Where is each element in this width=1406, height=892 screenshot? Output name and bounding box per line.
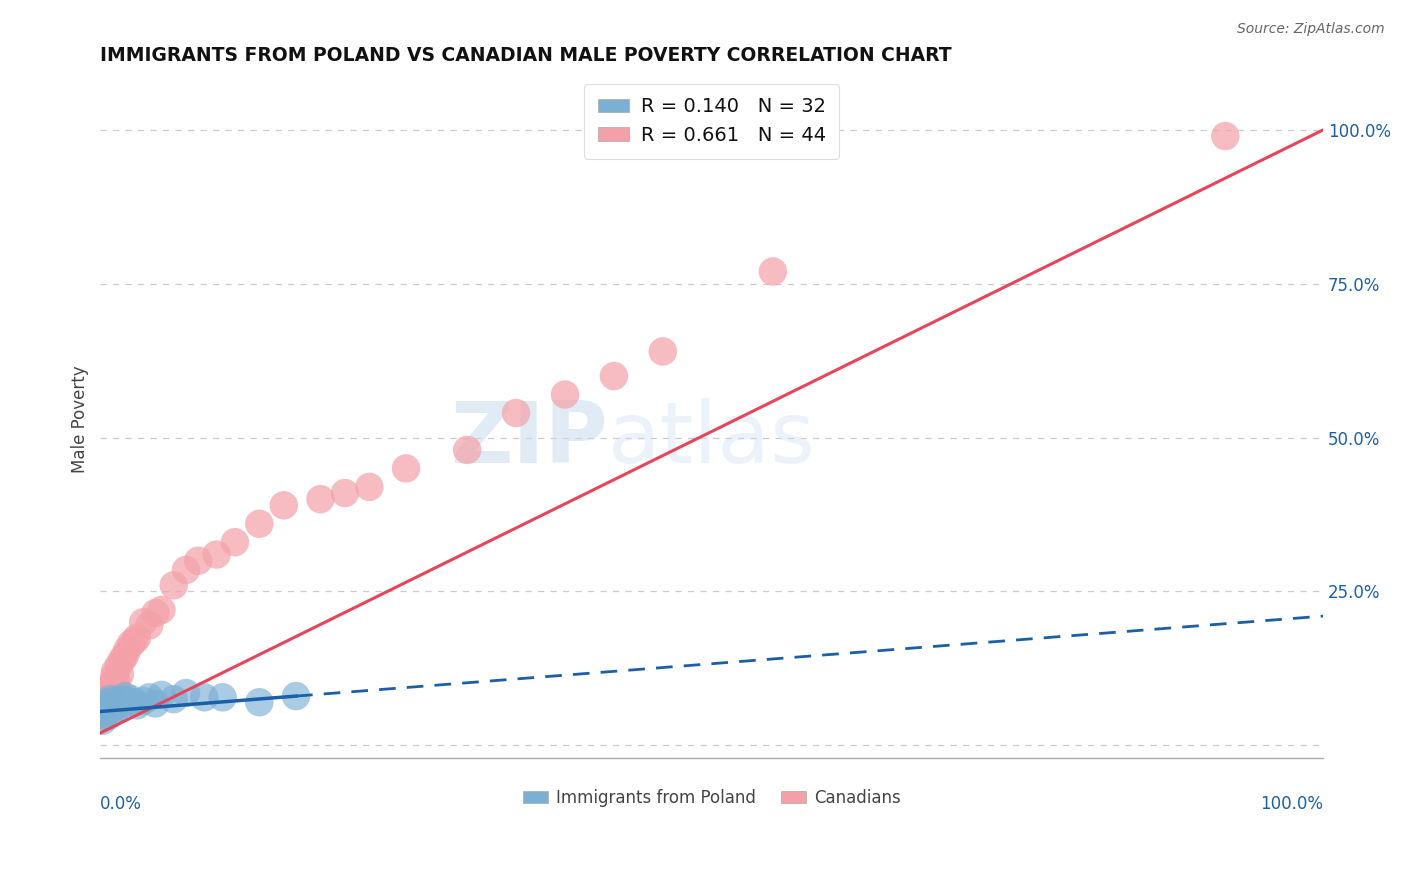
Point xyxy=(97,689,120,703)
Point xyxy=(247,516,270,531)
Point xyxy=(193,690,215,705)
Point xyxy=(273,498,295,512)
Point xyxy=(120,637,142,651)
Point xyxy=(124,633,146,648)
Point xyxy=(94,701,117,715)
Point xyxy=(97,695,120,709)
Point xyxy=(247,695,270,709)
Point xyxy=(94,692,117,706)
Point xyxy=(103,671,125,685)
Legend: Immigrants from Poland, Canadians: Immigrants from Poland, Canadians xyxy=(516,782,907,814)
Point xyxy=(107,658,129,673)
Point xyxy=(309,492,332,507)
Point xyxy=(1213,129,1236,144)
Point xyxy=(96,682,118,697)
Text: IMMIGRANTS FROM POLAND VS CANADIAN MALE POVERTY CORRELATION CHART: IMMIGRANTS FROM POLAND VS CANADIAN MALE … xyxy=(100,46,952,65)
Point xyxy=(108,692,131,706)
Text: 0.0%: 0.0% xyxy=(100,795,142,813)
Point xyxy=(104,665,127,679)
Text: 100.0%: 100.0% xyxy=(1260,795,1323,813)
Point xyxy=(132,615,155,630)
Point xyxy=(97,698,120,713)
Point xyxy=(101,677,124,691)
Point xyxy=(224,535,246,549)
Point xyxy=(91,714,114,728)
Text: Source: ZipAtlas.com: Source: ZipAtlas.com xyxy=(1237,22,1385,37)
Point xyxy=(138,618,160,632)
Point xyxy=(359,480,381,494)
Point xyxy=(96,705,118,719)
Point xyxy=(107,700,129,714)
Point xyxy=(505,406,527,420)
Point xyxy=(91,705,114,719)
Text: atlas: atlas xyxy=(607,398,815,481)
Point xyxy=(105,673,128,688)
Point xyxy=(93,707,115,722)
Point xyxy=(90,711,112,725)
Point xyxy=(114,689,136,703)
Point xyxy=(205,548,228,562)
Point xyxy=(333,486,356,500)
Point xyxy=(117,694,139,708)
Point xyxy=(98,692,121,706)
Point xyxy=(101,697,124,711)
Y-axis label: Male Poverty: Male Poverty xyxy=(72,366,89,473)
Point xyxy=(105,703,128,717)
Point xyxy=(97,708,120,723)
Point xyxy=(96,698,118,713)
Point xyxy=(111,697,134,711)
Point xyxy=(138,690,160,705)
Point xyxy=(96,695,118,709)
Point xyxy=(107,695,129,709)
Point xyxy=(104,698,127,713)
Point xyxy=(124,695,146,709)
Point xyxy=(174,686,197,700)
Point xyxy=(114,649,136,664)
Point xyxy=(132,694,155,708)
Point xyxy=(150,688,173,702)
Point xyxy=(456,442,478,457)
Point xyxy=(145,606,167,620)
Point xyxy=(108,667,131,681)
Point xyxy=(125,631,148,645)
Text: ZIP: ZIP xyxy=(450,398,607,481)
Point xyxy=(111,652,134,666)
Point xyxy=(100,701,122,715)
Point xyxy=(163,578,186,592)
Point xyxy=(651,344,673,359)
Point xyxy=(762,264,785,278)
Point xyxy=(120,692,142,706)
Point xyxy=(150,603,173,617)
Point xyxy=(603,369,626,384)
Point xyxy=(285,689,308,703)
Point xyxy=(93,698,115,713)
Point xyxy=(117,643,139,657)
Point xyxy=(103,694,125,708)
Point xyxy=(100,680,122,694)
Point xyxy=(187,554,209,568)
Point xyxy=(211,690,233,705)
Point xyxy=(145,697,167,711)
Point xyxy=(98,686,121,700)
Point xyxy=(395,461,418,475)
Point xyxy=(554,387,576,401)
Point xyxy=(174,563,197,577)
Point xyxy=(163,692,186,706)
Point xyxy=(125,698,148,713)
